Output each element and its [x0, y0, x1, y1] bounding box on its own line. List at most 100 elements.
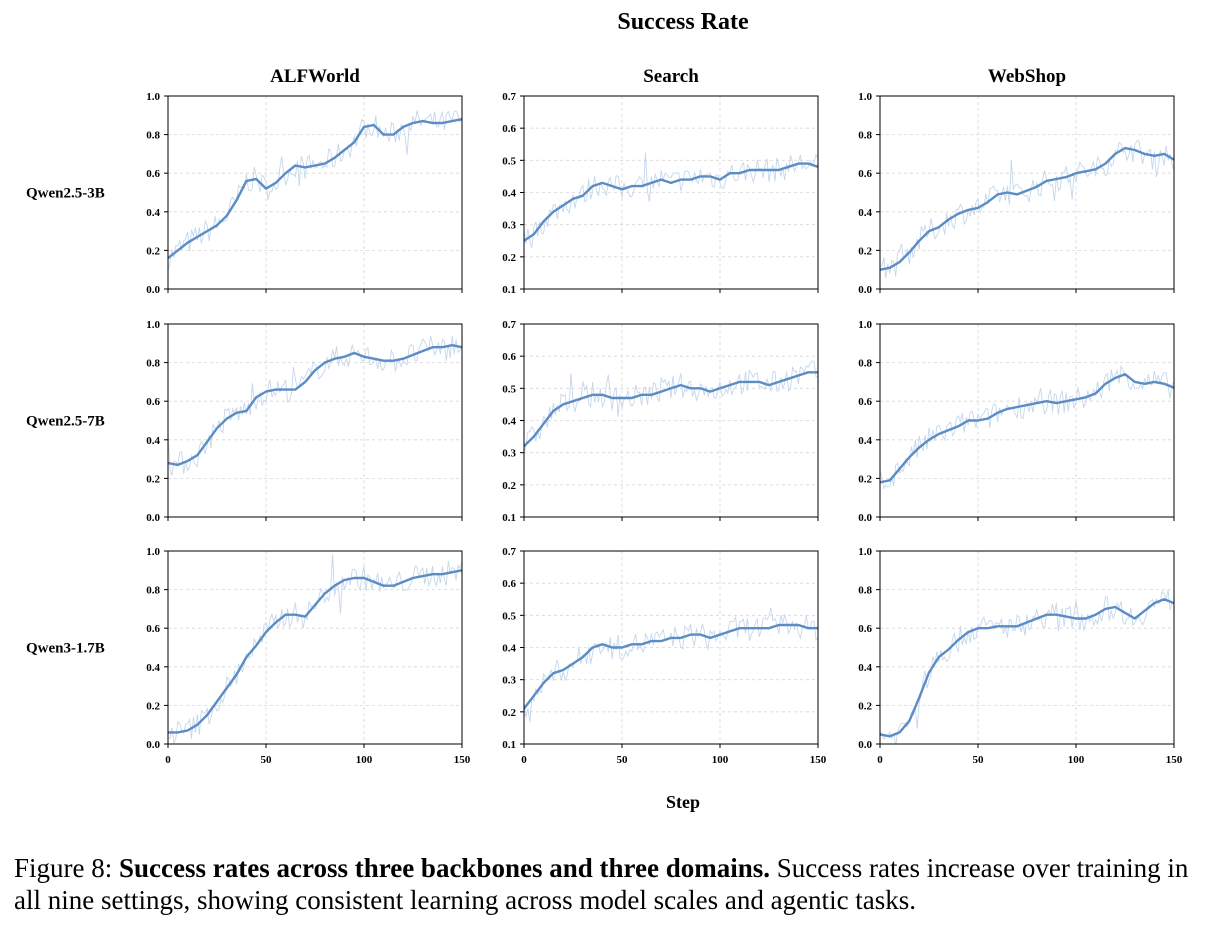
y-tick-label: 0.4 — [146, 662, 160, 674]
caption-bold: Success rates across three backbones and… — [119, 853, 771, 883]
raw-series-line — [168, 110, 462, 271]
y-tick-label: 0.4 — [858, 435, 872, 447]
raw-series-line — [880, 364, 1174, 490]
smoothed-series-line — [524, 371, 818, 448]
row-label-qwen2-5-3b: Qwen2.5-3B — [26, 186, 105, 202]
x-tick-label: 150 — [1166, 754, 1183, 766]
y-tick-label: 0.3 — [502, 220, 516, 232]
y-tick-label: 0.4 — [502, 643, 516, 655]
y-tick-label: 0.6 — [146, 396, 160, 408]
subplot-grid: ALFWorld Search WebShop Qwen2.5-3B Qwen2.5-7… — [26, 66, 1183, 766]
x-tick-label: 100 — [356, 754, 373, 766]
y-tick-label: 0.2 — [146, 473, 160, 485]
y-tick-label: 0.0 — [146, 739, 160, 751]
y-tick-label: 0.0 — [146, 512, 160, 524]
x-tick-label: 50 — [973, 754, 985, 766]
y-tick-label: 0.2 — [858, 473, 872, 485]
column-title-alfworld: ALFWorld — [270, 66, 360, 87]
y-tick-label: 0.8 — [858, 585, 872, 597]
subplot-qwen2-5-3b-webshop: 0.0 0.2 0.4 0.6 0.8 1.0 — [858, 91, 1175, 296]
chart-title: Success Rate — [617, 9, 749, 35]
smoothed-series-line — [524, 162, 818, 243]
subplot-qwen3-1-7b-webshop: 0.0 0.2 0.4 0.6 0.8 1.0 0 50 100 150 — [858, 546, 1183, 766]
subplot-qwen2-5-7b-alfworld: 0.0 0.2 0.4 0.6 0.8 1.0 — [146, 319, 463, 524]
y-tick-label: 0.1 — [502, 739, 516, 751]
smoothed-series-line — [168, 344, 462, 467]
y-tick-label: 0.6 — [502, 578, 516, 590]
raw-series-line — [880, 139, 1174, 279]
y-tick-label: 0.2 — [146, 245, 160, 257]
y-tick-label: 0.8 — [146, 358, 160, 370]
x-tick-label: 50 — [261, 754, 273, 766]
y-tick-label: 1.0 — [858, 546, 872, 558]
x-tick-label: 0 — [877, 754, 883, 766]
row-label-qwen2-5-7b: Qwen2.5-7B — [26, 414, 105, 430]
subplot-qwen2-5-3b-search: 0.1 0.2 0.3 0.4 0.5 0.6 0.7 — [502, 91, 819, 296]
y-tick-label: 0.4 — [146, 207, 160, 219]
raw-series-line — [524, 152, 818, 249]
y-tick-label: 0.2 — [858, 245, 872, 257]
subplot-qwen2-5-7b-search: 0.1 0.2 0.3 0.4 0.5 0.6 0.7 — [502, 319, 819, 524]
y-tick-label: 0.5 — [502, 610, 516, 622]
x-tick-label: 100 — [1068, 754, 1085, 766]
caption-label: Figure 8: — [14, 853, 113, 883]
y-tick-label: 0.4 — [858, 662, 872, 674]
y-tick-label: 1.0 — [146, 91, 160, 103]
y-tick-label: 0.3 — [502, 675, 516, 687]
x-tick-label: 50 — [617, 754, 629, 766]
subplot-qwen2-5-7b-webshop: 0.0 0.2 0.4 0.6 0.8 1.0 — [858, 319, 1175, 524]
y-tick-label: 0.0 — [858, 739, 872, 751]
axes-frame — [879, 95, 1175, 290]
y-tick-label: 0.6 — [858, 168, 872, 180]
y-tick-label: 0.7 — [502, 91, 516, 103]
y-tick-label: 0.6 — [502, 123, 516, 135]
axes-frame — [167, 95, 463, 290]
column-title-search: Search — [643, 66, 699, 87]
y-tick-label: 0.3 — [502, 448, 516, 460]
x-tick-label: 0 — [521, 754, 527, 766]
axes-frame — [879, 550, 1175, 745]
y-tick-label: 0.2 — [502, 480, 516, 492]
x-tick-label: 100 — [712, 754, 729, 766]
raw-series-line — [168, 335, 462, 476]
y-tick-label: 0.2 — [502, 252, 516, 264]
y-tick-label: 1.0 — [146, 546, 160, 558]
axes-frame — [167, 323, 463, 518]
y-tick-label: 0.4 — [146, 435, 160, 447]
y-tick-label: 0.2 — [502, 707, 516, 719]
y-tick-label: 0.4 — [502, 188, 516, 200]
row-label-qwen3-1-7b: Qwen3-1.7B — [26, 641, 105, 657]
y-tick-label: 0.8 — [146, 130, 160, 142]
y-tick-label: 0.6 — [858, 623, 872, 635]
y-tick-label: 0.8 — [858, 130, 872, 142]
y-tick-label: 0.4 — [858, 207, 872, 219]
axes-frame — [167, 550, 463, 745]
figure: Success Rate Step ALFWorld Search WebShop Q… — [26, 9, 1183, 812]
x-tick-label: 0 — [165, 754, 171, 766]
y-tick-label: 0.7 — [502, 319, 516, 331]
column-title-webshop: WebShop — [988, 66, 1066, 87]
y-tick-label: 0.1 — [502, 512, 516, 524]
y-tick-label: 0.7 — [502, 546, 516, 558]
y-tick-label: 0.0 — [858, 284, 872, 296]
y-tick-label: 1.0 — [146, 319, 160, 331]
y-tick-label: 1.0 — [858, 319, 872, 331]
smoothed-series-line — [168, 117, 462, 260]
smoothed-series-line — [524, 623, 818, 710]
y-tick-label: 0.6 — [858, 396, 872, 408]
axes-frame — [879, 323, 1175, 518]
y-tick-label: 0.5 — [502, 155, 516, 167]
x-tick-label: 150 — [454, 754, 471, 766]
caption-text: Success rates increase over training in … — [14, 853, 1189, 915]
y-tick-label: 0.2 — [146, 700, 160, 712]
raw-series-line — [880, 589, 1174, 744]
y-tick-label: 0.8 — [146, 585, 160, 597]
subplot-qwen3-1-7b-search: 0.1 0.2 0.3 0.4 0.5 0.6 0.7 0 50 100 150 — [502, 546, 827, 766]
raw-series-line — [524, 360, 818, 455]
y-tick-label: 1.0 — [858, 91, 872, 103]
subplot-qwen2-5-3b-alfworld: 0.0 0.2 0.4 0.6 0.8 1.0 — [146, 91, 463, 296]
smoothed-series-line — [880, 598, 1174, 738]
raw-series-line — [524, 607, 818, 723]
y-tick-label: 0.6 — [502, 351, 516, 363]
y-tick-label: 0.6 — [146, 623, 160, 635]
